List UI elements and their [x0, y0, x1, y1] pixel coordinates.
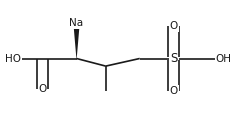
Text: HO: HO [5, 53, 21, 64]
Text: Na: Na [69, 18, 84, 28]
Text: S: S [170, 52, 177, 65]
Text: O: O [170, 86, 178, 96]
Polygon shape [73, 23, 80, 58]
Text: OH: OH [216, 53, 232, 64]
Text: O: O [38, 84, 47, 94]
Text: O: O [170, 21, 178, 31]
